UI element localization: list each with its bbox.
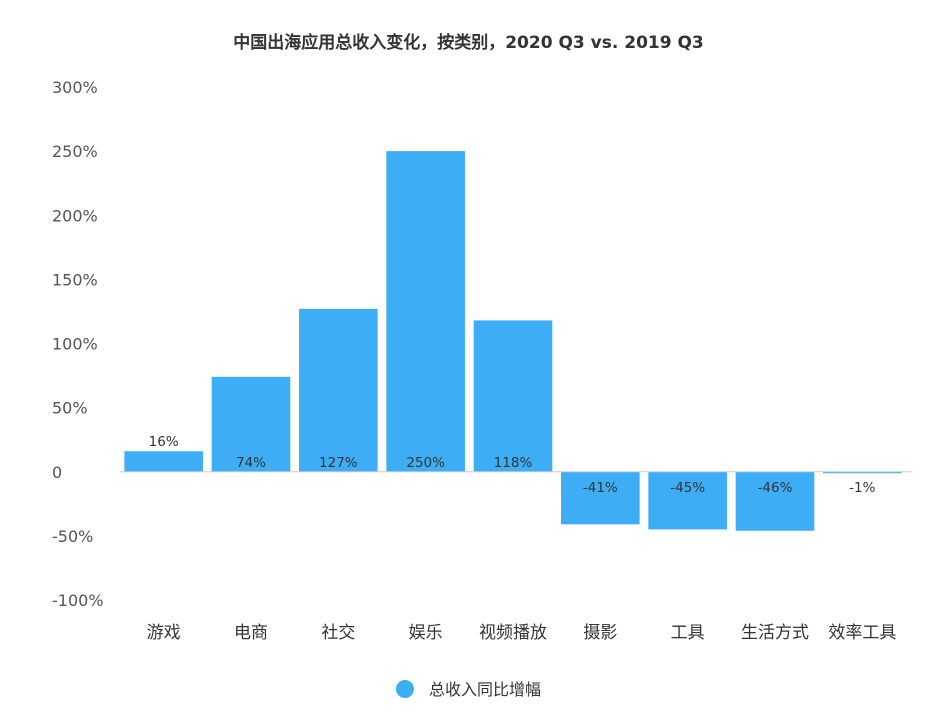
data-labels: 16% 74% 127% 250% 118% -41% -45% -46% -1% bbox=[149, 434, 876, 496]
data-label: 250% bbox=[406, 455, 445, 471]
data-label: -1% bbox=[849, 480, 875, 496]
x-tick-label: 游戏 bbox=[147, 623, 181, 643]
x-tick-label: 工具 bbox=[671, 623, 705, 643]
x-tick-label: 电商 bbox=[234, 623, 268, 643]
y-tick-label: -50% bbox=[52, 527, 93, 546]
y-tick-label: 0 bbox=[52, 463, 62, 482]
x-tick-label: 社交 bbox=[321, 623, 355, 643]
data-label: 74% bbox=[236, 455, 266, 471]
bar bbox=[473, 320, 553, 472]
bar bbox=[386, 151, 465, 472]
bar bbox=[299, 308, 378, 472]
legend: 总收入同比增幅 bbox=[0, 676, 937, 700]
bars bbox=[124, 151, 902, 531]
bar bbox=[735, 471, 815, 531]
legend-label: 总收入同比增幅 bbox=[429, 680, 542, 699]
y-tick-label: -100% bbox=[52, 591, 104, 610]
y-tick-label: 200% bbox=[52, 206, 98, 225]
bar bbox=[561, 471, 640, 525]
bar bbox=[823, 471, 902, 474]
bar bbox=[648, 471, 727, 530]
chart-title: 中国出海应用总收入变化，按类别，2020 Q3 vs. 2019 Q3 bbox=[233, 33, 704, 53]
x-tick-label: 视频播放 bbox=[479, 623, 547, 643]
y-axis: 300% 250% 200% 150% 100% 50% 0 -50% -100% bbox=[52, 78, 104, 610]
bar bbox=[211, 376, 291, 472]
x-tick-label: 生活方式 bbox=[741, 623, 809, 643]
y-tick-label: 150% bbox=[52, 270, 98, 289]
y-tick-label: 100% bbox=[52, 335, 98, 354]
bar bbox=[124, 451, 203, 472]
y-tick-label: 250% bbox=[52, 142, 98, 161]
data-label: 16% bbox=[149, 434, 179, 450]
data-label: 118% bbox=[494, 455, 533, 471]
y-tick-label: 300% bbox=[52, 78, 98, 97]
x-tick-label: 摄影 bbox=[583, 623, 617, 643]
legend-swatch-icon bbox=[395, 680, 414, 698]
x-tick-label: 娱乐 bbox=[409, 623, 443, 643]
data-label: -41% bbox=[583, 480, 618, 496]
x-axis: 游戏 电商 社交 娱乐 视频播放 摄影 工具 生活方式 效率工具 bbox=[147, 623, 897, 643]
data-label: -46% bbox=[758, 480, 793, 496]
y-tick-label: 50% bbox=[52, 399, 88, 418]
x-tick-label: 效率工具 bbox=[828, 623, 896, 643]
data-label: -45% bbox=[670, 480, 705, 496]
data-label: 127% bbox=[319, 455, 358, 471]
